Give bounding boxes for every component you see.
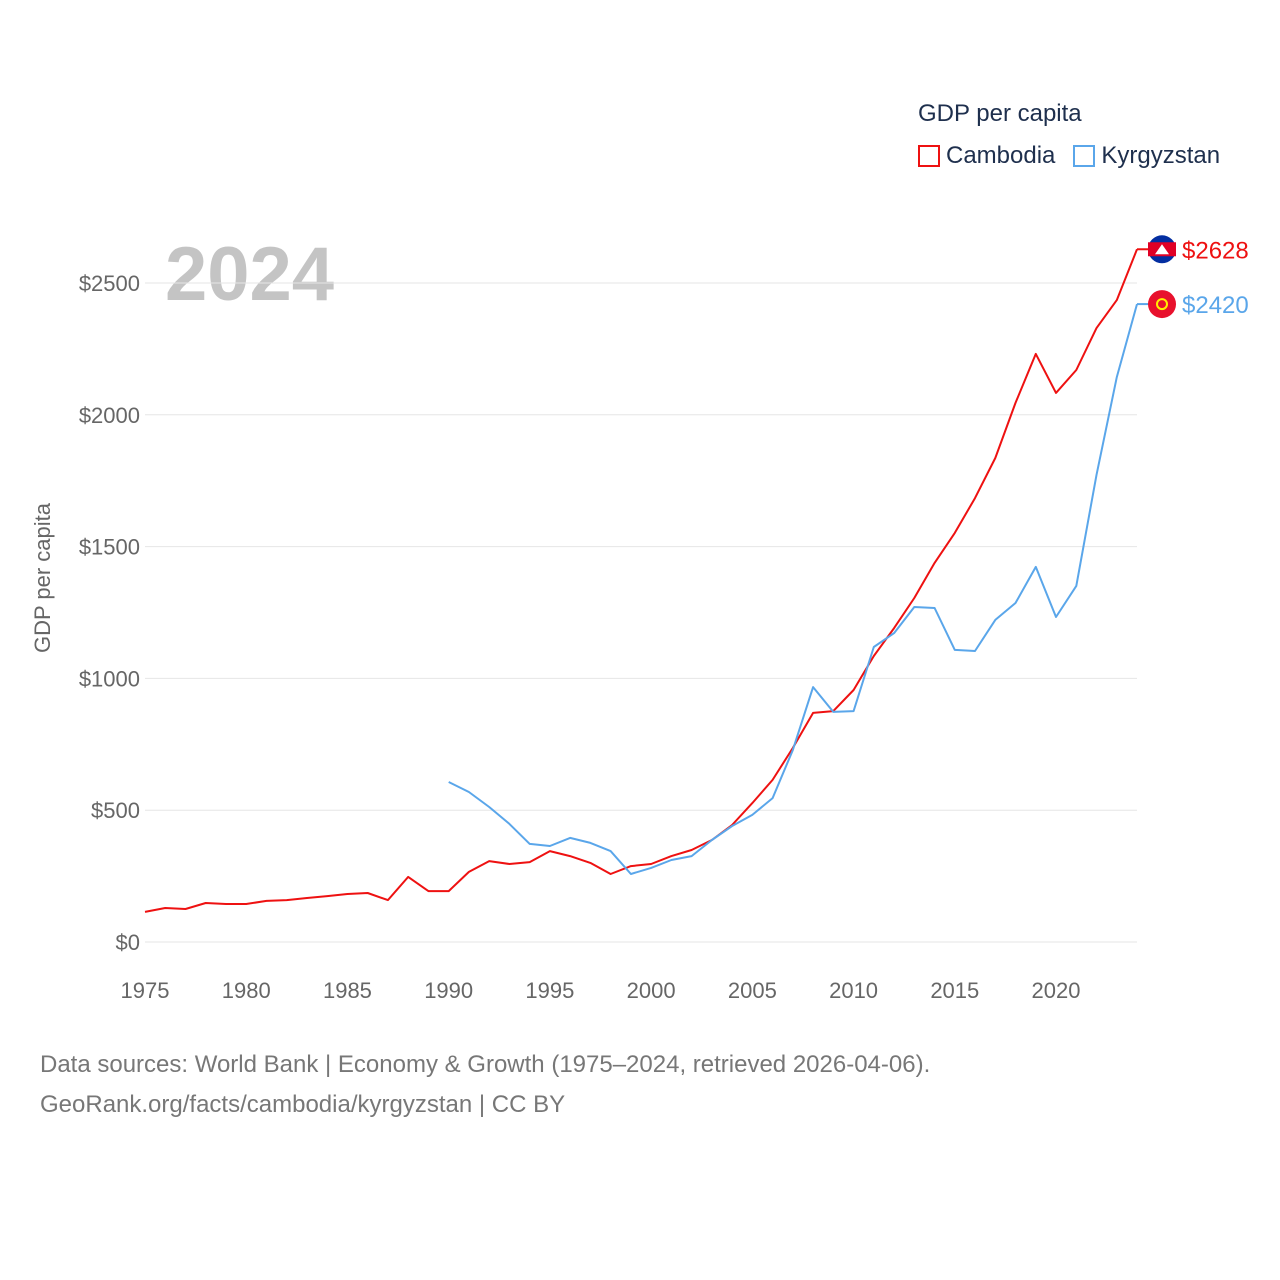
year-watermark: 2024 bbox=[165, 232, 334, 317]
x-tick-label: 1990 bbox=[424, 978, 473, 1003]
y-tick-label: $2500 bbox=[79, 271, 140, 296]
legend-title: GDP per capita bbox=[918, 100, 1082, 127]
x-tick-label: 2000 bbox=[627, 978, 676, 1003]
footer: Data sources: World Bank | Economy & Gro… bbox=[40, 1045, 930, 1125]
legend-item-kyrgyzstan[interactable]: Kyrgyzstan bbox=[1073, 142, 1220, 170]
kyrgyzstan-sun-icon bbox=[1156, 298, 1168, 311]
y-tick-label: $500 bbox=[91, 798, 140, 823]
y-tick-label: $0 bbox=[116, 930, 140, 955]
end-value-label: $2628 bbox=[1182, 237, 1249, 264]
data-source-text: Data sources: World Bank | Economy & Gro… bbox=[40, 1051, 931, 1078]
x-tick-label: 1995 bbox=[525, 978, 574, 1003]
attribution-link[interactable]: GeoRank.org/facts/cambodia/kyrgyzstan | … bbox=[40, 1091, 566, 1118]
legend-label: Kyrgyzstan bbox=[1101, 142, 1221, 169]
series-line-cambodia bbox=[144, 248, 1138, 913]
x-tick-label: 1975 bbox=[121, 978, 170, 1003]
y-tick-label: $1000 bbox=[79, 666, 140, 691]
y-tick-label: $2000 bbox=[79, 403, 140, 428]
legend-swatch-kyrgyzstan bbox=[1073, 145, 1096, 167]
x-tick-label: 2005 bbox=[728, 978, 777, 1003]
legend-swatch-cambodia bbox=[918, 145, 940, 167]
x-tick-label: 2020 bbox=[1032, 978, 1081, 1003]
legend: Cambodia Kyrgyzstan bbox=[918, 142, 1220, 170]
y-axis-label: GDP per capita bbox=[30, 502, 55, 653]
series-line-kyrgyzstan bbox=[448, 303, 1138, 875]
kyrgyzstan-flag-icon bbox=[1148, 290, 1176, 319]
x-tick-label: 1980 bbox=[222, 978, 271, 1003]
y-tick-label: $1500 bbox=[79, 535, 140, 560]
legend-item-cambodia[interactable]: Cambodia bbox=[918, 142, 1055, 170]
legend-label: Cambodia bbox=[946, 142, 1056, 169]
cambodia-temple-icon bbox=[1155, 244, 1169, 255]
x-tick-label: 2015 bbox=[930, 978, 979, 1003]
x-tick-label: 1985 bbox=[323, 978, 372, 1003]
end-value-label: $2420 bbox=[1182, 292, 1249, 319]
x-tick-label: 2010 bbox=[829, 978, 878, 1003]
